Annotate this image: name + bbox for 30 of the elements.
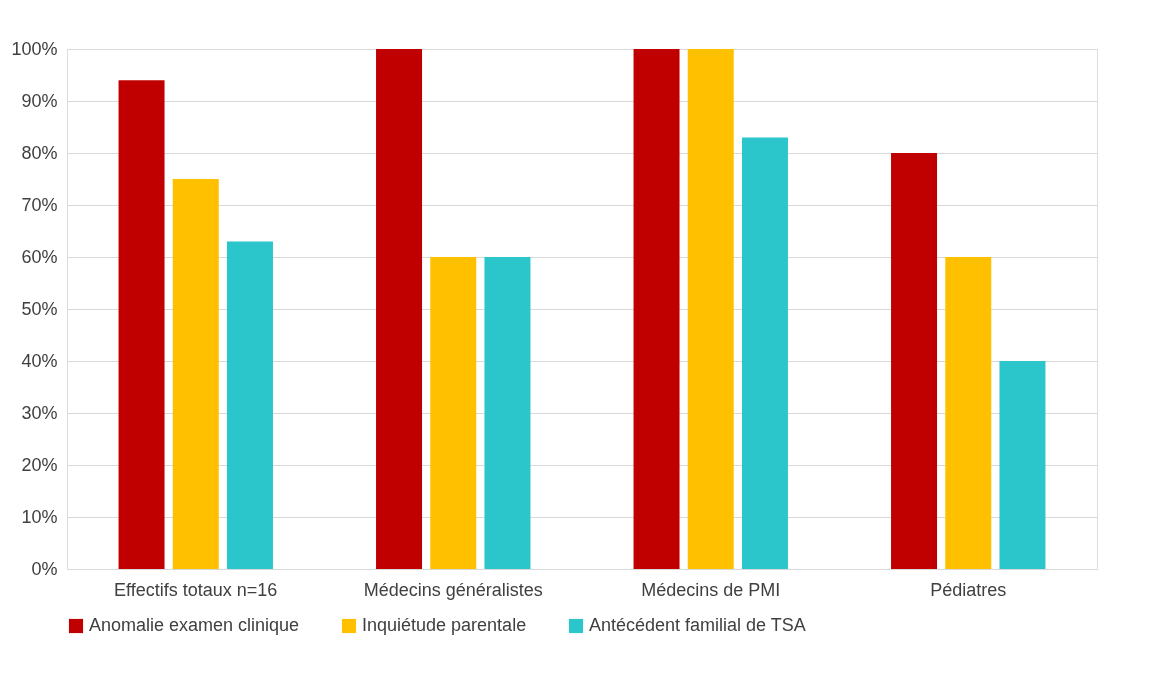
bar — [226, 241, 273, 569]
bar — [376, 49, 423, 569]
bar — [741, 137, 788, 569]
bar — [891, 153, 938, 569]
legend-label: Anomalie examen clinique — [89, 615, 300, 635]
y-tick-label: 50% — [21, 298, 58, 319]
y-tick-label: 10% — [21, 506, 58, 527]
bar — [633, 49, 680, 569]
y-tick-label: 80% — [21, 142, 58, 163]
x-tick-label: Pédiatres — [930, 579, 1007, 600]
y-tick-label: 70% — [21, 194, 58, 215]
bar — [430, 257, 477, 569]
x-tick-label: Médecins de PMI — [641, 579, 781, 600]
y-tick-label: 100% — [11, 38, 58, 59]
bar — [999, 361, 1046, 569]
y-tick-label: 90% — [21, 90, 58, 111]
y-tick-label: 0% — [31, 558, 58, 579]
y-tick-label: 20% — [21, 454, 58, 475]
legend-label: Antécédent familial de TSA — [589, 615, 806, 635]
y-tick-label: 30% — [21, 402, 58, 423]
legend-label: Inquiétude parentale — [362, 615, 527, 635]
bar — [945, 257, 992, 569]
x-tick-label: Médecins généralistes — [363, 579, 543, 600]
y-tick-label: 40% — [21, 350, 58, 371]
y-tick-label: 60% — [21, 246, 58, 267]
bar — [484, 257, 531, 569]
bar — [172, 179, 219, 569]
bar — [687, 49, 734, 569]
bar — [118, 80, 165, 569]
x-tick-label: Effectifs totaux n=16 — [114, 579, 278, 600]
